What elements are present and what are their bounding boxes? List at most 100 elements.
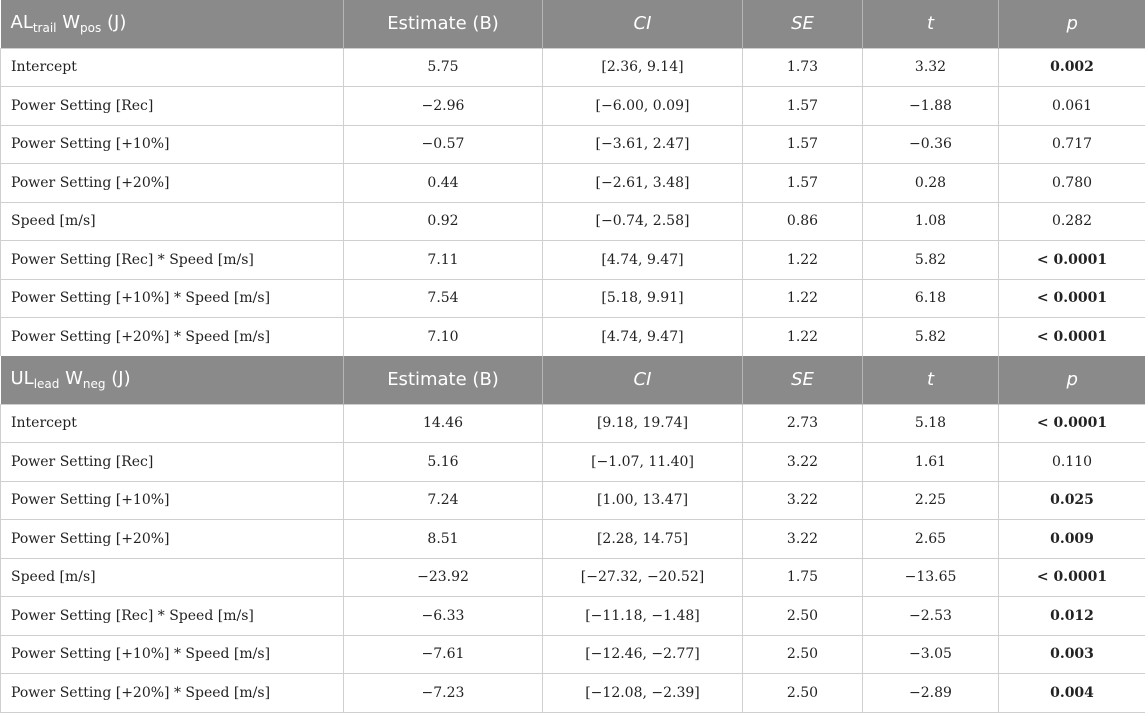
cell-p: 0.110 [999, 443, 1145, 482]
cell-estimate: −7.61 [344, 635, 543, 674]
cell-p: 0.012 [999, 597, 1145, 636]
cell-t: 3.32 [863, 48, 999, 87]
column-header-t: t [863, 0, 999, 48]
table-row: Power Setting [+20%]8.51[2.28, 14.75]3.2… [1, 520, 1145, 559]
cell-se: 1.73 [743, 48, 863, 87]
cell-estimate: −23.92 [344, 558, 543, 597]
cell-p: < 0.0001 [999, 318, 1145, 357]
cell-t: −3.05 [863, 635, 999, 674]
section-title-title-main: AL [11, 12, 33, 33]
cell-t: 2.25 [863, 481, 999, 520]
table-row: Power Setting [Rec] * Speed [m/s]7.11[4.… [1, 241, 1145, 280]
cell-t: 2.65 [863, 520, 999, 559]
cell-se: 1.57 [743, 125, 863, 164]
cell-ci: [5.18, 9.91] [543, 279, 743, 318]
row-label: Power Setting [Rec] * Speed [m/s] [1, 597, 344, 636]
cell-estimate: 8.51 [344, 520, 543, 559]
row-label: Speed [m/s] [1, 558, 344, 597]
cell-ci: [−12.08, −2.39] [543, 674, 743, 713]
cell-ci: [−12.46, −2.77] [543, 635, 743, 674]
cell-se: 3.22 [743, 443, 863, 482]
table-row: Power Setting [Rec]5.16[−1.07, 11.40]3.2… [1, 443, 1145, 482]
section-title-title-main2: W [59, 368, 83, 389]
cell-se: 3.22 [743, 520, 863, 559]
table-row: Power Setting [Rec] * Speed [m/s]−6.33[−… [1, 597, 1145, 636]
table-row: Power Setting [+20%]0.44[−2.61, 3.48]1.5… [1, 164, 1145, 203]
cell-ci: [2.28, 14.75] [543, 520, 743, 559]
cell-ci: [4.74, 9.47] [543, 241, 743, 280]
section-title-title-sub2: pos [80, 21, 101, 35]
cell-estimate: −6.33 [344, 597, 543, 636]
row-label: Intercept [1, 48, 344, 87]
cell-p: 0.025 [999, 481, 1145, 520]
cell-estimate: 7.11 [344, 241, 543, 280]
row-label: Power Setting [+10%] * Speed [m/s] [1, 635, 344, 674]
row-label: Power Setting [+20%] [1, 520, 344, 559]
cell-ci: [−3.61, 2.47] [543, 125, 743, 164]
cell-ci: [2.36, 9.14] [543, 48, 743, 87]
cell-p: 0.002 [999, 48, 1145, 87]
column-header-p: p [999, 356, 1145, 404]
cell-ci: [9.18, 19.74] [543, 404, 743, 443]
column-header-ci: CI [543, 0, 743, 48]
cell-estimate: 5.16 [344, 443, 543, 482]
cell-ci: [−27.32, −20.52] [543, 558, 743, 597]
cell-ci: [1.00, 13.47] [543, 481, 743, 520]
cell-estimate: −2.96 [344, 87, 543, 126]
row-label: Power Setting [+10%] [1, 125, 344, 164]
cell-t: 5.82 [863, 241, 999, 280]
row-label: Power Setting [+20%] * Speed [m/s] [1, 318, 344, 357]
cell-p: < 0.0001 [999, 558, 1145, 597]
cell-estimate: −7.23 [344, 674, 543, 713]
cell-p: 0.282 [999, 202, 1145, 241]
cell-t: −2.89 [863, 674, 999, 713]
section-title-title-sub: trail [33, 21, 57, 35]
cell-t: 5.18 [863, 404, 999, 443]
cell-p: 0.717 [999, 125, 1145, 164]
table-row: Power Setting [+10%]7.24[1.00, 13.47]3.2… [1, 481, 1145, 520]
cell-se: 1.57 [743, 164, 863, 203]
cell-se: 1.22 [743, 318, 863, 357]
cell-estimate: 0.92 [344, 202, 543, 241]
section-title: ULlead Wneg (J) [1, 356, 344, 404]
row-label: Speed [m/s] [1, 202, 344, 241]
column-header-p: p [999, 0, 1145, 48]
row-label: Power Setting [+10%] [1, 481, 344, 520]
column-header-ci: CI [543, 356, 743, 404]
cell-se: 2.73 [743, 404, 863, 443]
cell-p: 0.061 [999, 87, 1145, 126]
cell-p: 0.003 [999, 635, 1145, 674]
cell-p: 0.004 [999, 674, 1145, 713]
cell-ci: [−2.61, 3.48] [543, 164, 743, 203]
cell-ci: [−11.18, −1.48] [543, 597, 743, 636]
column-header-t: t [863, 356, 999, 404]
table-row: Power Setting [+20%] * Speed [m/s]−7.23[… [1, 674, 1145, 713]
cell-t: 6.18 [863, 279, 999, 318]
cell-t: −2.53 [863, 597, 999, 636]
cell-ci: [−1.07, 11.40] [543, 443, 743, 482]
table-row: Power Setting [+20%] * Speed [m/s]7.10[4… [1, 318, 1145, 357]
cell-ci: [−6.00, 0.09] [543, 87, 743, 126]
section-title-title-unit: (J) [106, 368, 131, 389]
section-title-title-sub2: neg [83, 377, 106, 391]
row-label: Power Setting [+20%] [1, 164, 344, 203]
cell-p: 0.780 [999, 164, 1145, 203]
column-header-se: SE [743, 0, 863, 48]
row-label: Power Setting [Rec] [1, 443, 344, 482]
cell-se: 0.86 [743, 202, 863, 241]
row-label: Intercept [1, 404, 344, 443]
cell-t: 5.82 [863, 318, 999, 357]
cell-se: 2.50 [743, 635, 863, 674]
section-title-title-main2: W [57, 12, 81, 33]
cell-t: 0.28 [863, 164, 999, 203]
cell-se: 3.22 [743, 481, 863, 520]
cell-se: 1.57 [743, 87, 863, 126]
cell-estimate: 7.54 [344, 279, 543, 318]
